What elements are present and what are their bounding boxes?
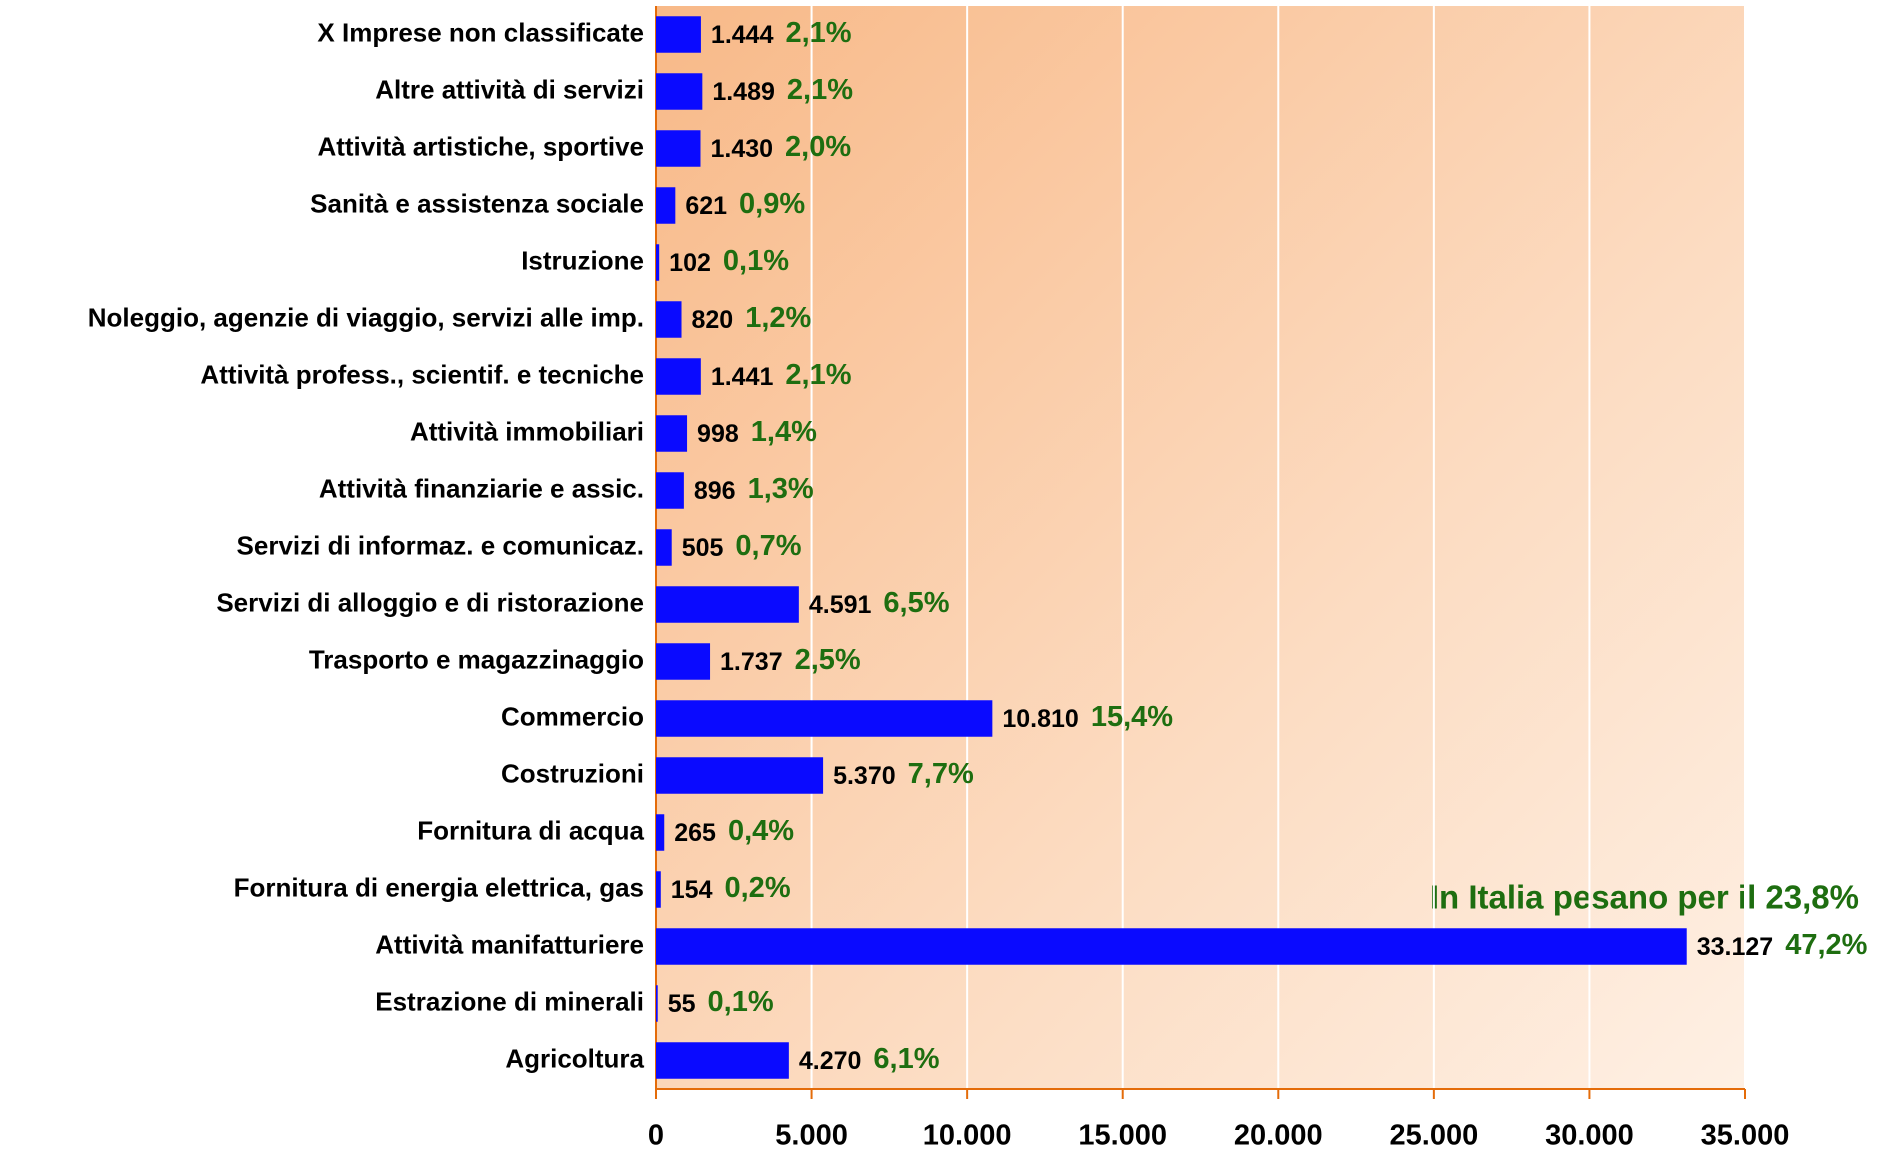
value-label: 10.810 — [1002, 705, 1078, 733]
value-label: 1.441 — [711, 363, 774, 391]
y-tick-label: Costruzioni — [501, 758, 644, 788]
bar — [656, 472, 684, 509]
y-tick-label: Agricoltura — [505, 1043, 644, 1073]
value-label: 265 — [674, 819, 716, 847]
y-tick-label: X Imprese non classificate — [317, 17, 644, 47]
bar — [656, 1042, 789, 1079]
plot-area — [656, 6, 1745, 1089]
share-label: 7,7% — [908, 758, 974, 790]
bar — [656, 814, 665, 851]
share-label: 0,1% — [723, 245, 789, 277]
x-tick-label: 5.000 — [775, 1120, 848, 1152]
bar — [656, 586, 799, 623]
y-tick-label: Attività immobiliari — [410, 416, 644, 446]
y-tick-label: Attività manifatturiere — [375, 929, 644, 959]
y-tick-label: Attività finanziarie e assic. — [319, 473, 644, 503]
y-tick-label: Servizi di informaz. e comunicaz. — [237, 530, 644, 560]
share-label: 2,1% — [785, 359, 851, 391]
share-label: 0,4% — [728, 815, 794, 847]
value-label: 820 — [692, 306, 734, 334]
value-label: 4.270 — [799, 1047, 862, 1075]
value-label: 1.444 — [711, 21, 774, 49]
value-label: 154 — [671, 876, 713, 904]
y-tick-label: Commercio — [501, 701, 644, 731]
bar — [656, 757, 824, 794]
share-label: 1,4% — [751, 416, 817, 448]
y-tick-label: Attività artistiche, sportive — [317, 131, 644, 161]
share-label: 1,2% — [745, 302, 811, 334]
value-label: 102 — [669, 249, 711, 277]
share-label: 6,1% — [873, 1043, 939, 1075]
x-tick-label: 30.000 — [1545, 1120, 1634, 1152]
value-label: 505 — [682, 534, 724, 562]
value-label: 998 — [697, 420, 739, 448]
bar — [656, 415, 688, 452]
bar — [656, 871, 661, 908]
bar — [656, 130, 701, 167]
share-label: 1,3% — [748, 473, 814, 505]
bar — [656, 928, 1687, 965]
bar — [656, 700, 993, 737]
y-tick-label: Fornitura di acqua — [417, 815, 644, 845]
bar — [656, 244, 660, 281]
y-tick-label: Sanità e assistenza sociale — [310, 188, 644, 218]
annotation: In Italia pesano per il 23,8% — [1430, 879, 1859, 916]
x-tick-label: 10.000 — [923, 1120, 1012, 1152]
bar — [656, 985, 658, 1022]
share-label: 0,1% — [708, 986, 774, 1018]
y-tick-label: Estrazione di minerali — [375, 986, 644, 1016]
bar — [656, 301, 682, 338]
bar — [656, 358, 701, 395]
x-tick-label: 15.000 — [1078, 1120, 1167, 1152]
bar — [656, 73, 703, 110]
share-label: 6,5% — [883, 587, 949, 619]
share-label: 2,5% — [795, 644, 861, 676]
share-label: 15,4% — [1091, 701, 1173, 733]
y-tick-label: Trasporto e magazzinaggio — [309, 644, 644, 674]
value-label: 5.370 — [833, 762, 896, 790]
value-label: 33.127 — [1697, 933, 1773, 961]
share-label: 2,0% — [785, 131, 851, 163]
value-label: 55 — [668, 990, 696, 1018]
x-tick-label: 25.000 — [1390, 1120, 1479, 1152]
y-tick-label: Noleggio, agenzie di viaggio, servizi al… — [88, 302, 644, 332]
share-label: 2,1% — [787, 74, 853, 106]
bar — [656, 643, 711, 680]
y-tick-label: Servizi di alloggio e di ristorazione — [216, 587, 644, 617]
value-label: 1.489 — [712, 78, 775, 106]
share-label: 0,7% — [735, 530, 801, 562]
share-label: 0,9% — [739, 188, 805, 220]
bar — [656, 16, 701, 53]
value-label: 1.430 — [710, 135, 773, 163]
y-tick-label: Attività profess., scientif. e tecniche — [200, 359, 644, 389]
x-tick-label: 20.000 — [1234, 1120, 1323, 1152]
share-label: 2,1% — [785, 17, 851, 49]
share-label: 0,2% — [725, 872, 791, 904]
y-tick-label: Istruzione — [521, 245, 644, 275]
value-label: 1.737 — [720, 648, 783, 676]
bar — [656, 187, 676, 224]
x-tick-label: 35.000 — [1701, 1120, 1790, 1152]
y-tick-label: Altre attività di servizi — [375, 74, 644, 104]
bar — [656, 529, 672, 566]
value-label: 4.591 — [809, 591, 872, 619]
y-tick-label: Fornitura di energia elettrica, gas — [234, 872, 644, 902]
x-tick-label: 0 — [648, 1120, 664, 1152]
share-label: 47,2% — [1785, 929, 1867, 961]
value-label: 896 — [694, 477, 736, 505]
value-label: 621 — [685, 192, 727, 220]
